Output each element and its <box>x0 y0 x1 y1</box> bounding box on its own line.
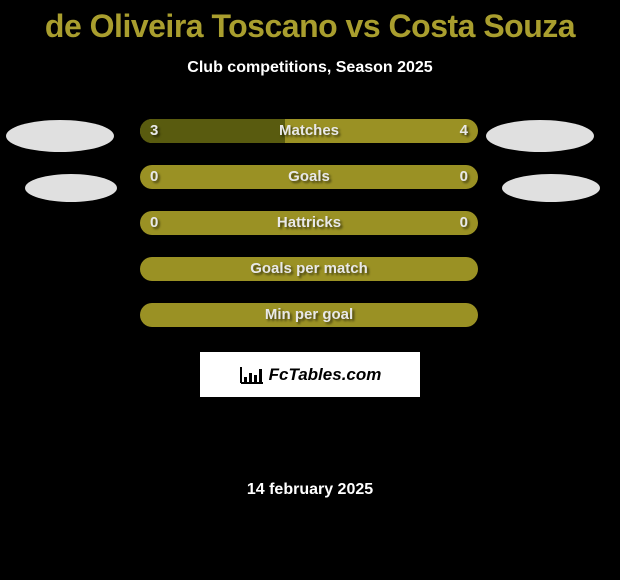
watermark: FcTables.com <box>200 352 420 397</box>
date-label: 14 february 2025 <box>0 481 620 499</box>
stat-row: Min per goal <box>0 303 620 349</box>
stat-label: Hattricks <box>140 211 478 235</box>
stat-label: Min per goal <box>140 303 478 327</box>
stat-bar: Goals0 0 <box>140 165 478 189</box>
stat-value-left: 0 <box>150 211 158 235</box>
stat-value-left: 3 <box>150 119 158 143</box>
decorative-ellipse <box>486 120 594 152</box>
stat-label: Goals per match <box>140 257 478 281</box>
stat-value-right: 4 <box>460 119 468 143</box>
watermark-chart-icon <box>239 365 265 385</box>
page-title: de Oliveira Toscano vs Costa Souza <box>0 0 620 45</box>
stat-value-right: 0 <box>460 165 468 189</box>
decorative-ellipse <box>502 174 600 202</box>
watermark-text: FcTables.com <box>269 365 382 385</box>
stat-row: Hattricks0 0 <box>0 211 620 257</box>
stat-label: Goals <box>140 165 478 189</box>
stat-row: Goals per match <box>0 257 620 303</box>
decorative-ellipse <box>6 120 114 152</box>
stat-bar: Goals per match <box>140 257 478 281</box>
decorative-ellipse <box>25 174 117 202</box>
stat-bar: Hattricks0 0 <box>140 211 478 235</box>
stats-area: Matches34Goals00Hattricks00Goals per mat… <box>0 119 620 349</box>
stat-bar: Min per goal <box>140 303 478 327</box>
stat-bar: Matches3 4 <box>140 119 478 143</box>
stat-label: Matches <box>140 119 478 143</box>
stat-value-left: 0 <box>150 165 158 189</box>
stat-value-right: 0 <box>460 211 468 235</box>
subtitle: Club competitions, Season 2025 <box>0 59 620 77</box>
